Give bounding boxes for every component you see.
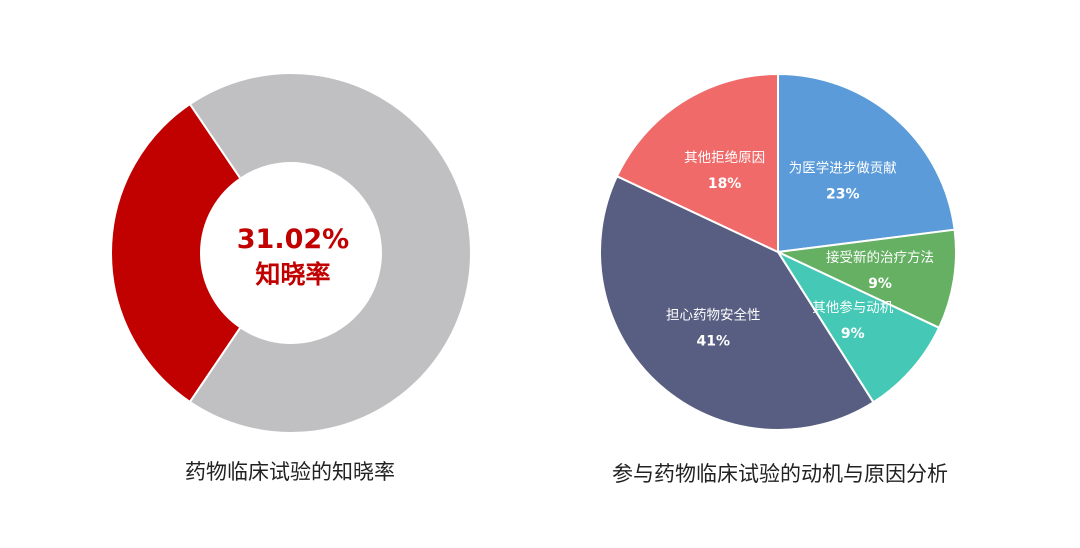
pie-slice-3 [775,249,941,404]
donut-slice-unaware [188,72,473,434]
pie-slice-2 [774,228,957,330]
pie-slice-label-3: 其他参与动机 [812,299,893,316]
pie-slice-value-4: 41% [696,333,730,349]
pie-slice-label-2: 接受新的治疗方法 [826,249,934,266]
pie-slice-label-5: 其他拒绝原因 [684,150,765,166]
donut-chart [110,72,473,434]
pie-slice-1 [777,72,956,254]
donut-slice-aware [110,102,242,404]
pie-chart-title: 参与药物临床试验的动机与原因分析 [612,462,948,486]
pie-slice-value-3: 9% [841,326,865,342]
pie-slice-label-1: 为医学进步做贡献 [789,161,897,177]
pie-slice-5 [615,72,779,254]
pie-slice-value-2: 9% [868,276,892,292]
donut-center-value: 31.02% [237,224,349,255]
pie-slice-label-4: 担心药物安全性 [666,306,761,323]
pie-slice-4 [599,174,875,431]
pie-slice-value-1: 23% [826,187,860,203]
pie-chart [599,72,957,431]
pie-labels: 为医学进步做贡献 23% 接受新的治疗方法 9% 其他参与动机 9% 担心药物安全性 41% 其… [666,150,934,350]
donut-center-label: 知晓率 [255,260,330,289]
donut-chart-title: 药物临床试验的知晓率 [185,460,395,484]
pie-slice-value-5: 18% [708,176,742,192]
